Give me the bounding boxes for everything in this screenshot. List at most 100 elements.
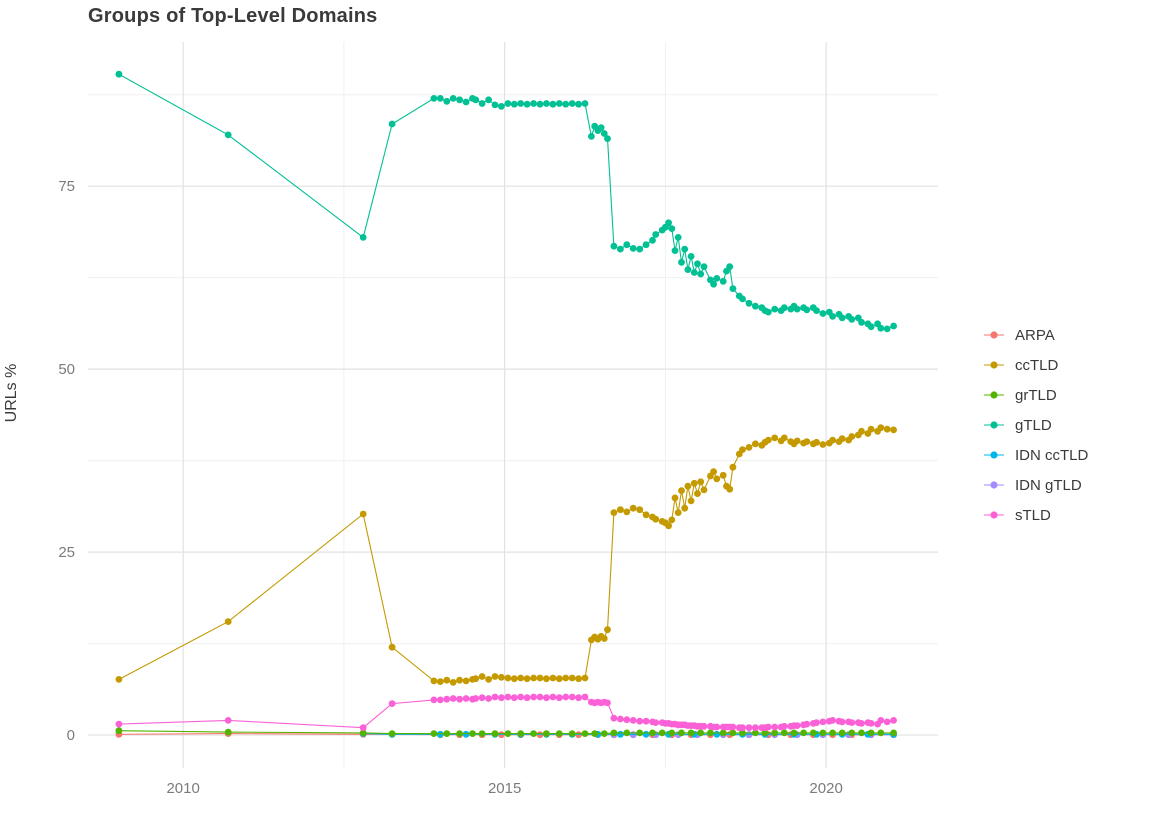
series-point-grtld (610, 729, 618, 737)
series-point-stld (803, 720, 811, 728)
series-point-gtld (771, 305, 779, 313)
series-point-grtld (687, 729, 695, 737)
series-point-grtld (581, 730, 589, 737)
legend-item-stld: sTLD (982, 500, 1088, 530)
legend-label: grTLD (1015, 386, 1057, 404)
series-point-cctld (517, 674, 525, 682)
series-point-cctld (575, 675, 582, 683)
series-point-grtld (668, 729, 676, 737)
series-point-cctld (629, 504, 637, 512)
series-point-stld (617, 715, 624, 723)
series-point-cctld (462, 677, 470, 685)
series-point-stld (764, 723, 772, 731)
series-point-grtld (838, 729, 846, 737)
series-point-cctld (443, 676, 451, 684)
series-point-cctld (752, 440, 759, 448)
series-point-gtld (739, 295, 746, 303)
series-point-gtld (697, 270, 705, 278)
x-tick-label: 2020 (809, 780, 842, 797)
series-point-gtld (877, 324, 885, 332)
series-point-gtld (690, 269, 698, 276)
series-point-gtld (793, 305, 801, 313)
series-point-gtld (668, 225, 676, 233)
series-point-cctld (430, 677, 438, 685)
series-point-cctld (652, 515, 660, 523)
series-point-gtld (575, 100, 582, 108)
series-point-stld (819, 718, 827, 726)
series-point-stld (793, 722, 801, 729)
series-point-grtld (543, 730, 550, 737)
series-point-grtld (697, 729, 705, 737)
series-point-cctld (719, 471, 727, 479)
series-point-stld (462, 695, 470, 702)
legend: ARPA ccTLD grTLD gTLD IDN ccTLD IDN gTLD sTLD (982, 320, 1088, 530)
series-point-stld (536, 693, 544, 701)
series-point-cctld (604, 626, 611, 634)
legend-label: IDN ccTLD (1015, 446, 1089, 464)
series-point-cctld (697, 478, 705, 486)
series-point-gtld (617, 245, 624, 253)
series-point-stld (867, 720, 875, 727)
series-point-grtld (359, 729, 367, 737)
series-point-grtld (771, 729, 779, 737)
series-point-gtld (848, 316, 856, 323)
series-point-stld (623, 716, 631, 724)
series-point-gtld (600, 130, 608, 137)
series-point-cctld (115, 676, 123, 683)
series-point-gtld (687, 253, 695, 260)
series-point-stld (729, 723, 737, 731)
series-point-gtld (819, 310, 827, 317)
series-point-gtld (543, 100, 550, 107)
series-point-grtld (456, 730, 463, 737)
series-point-cctld (745, 444, 753, 451)
series-point-cctld (671, 494, 679, 502)
series-point-cctld (610, 509, 618, 516)
series-point-gtld (462, 98, 470, 106)
series-point-stld (745, 724, 753, 732)
series-point-cctld (813, 438, 820, 446)
series-point-cctld (690, 479, 698, 487)
series-point-cctld (793, 437, 801, 445)
series-point-cctld (819, 441, 827, 448)
series-point-idn-cctld (436, 730, 444, 738)
x-tick-label: 2010 (166, 780, 199, 797)
legend-label: IDN gTLD (1015, 476, 1082, 494)
y-axis-label: URLs % (3, 363, 20, 423)
series-point-grtld (491, 730, 499, 737)
series-point-gtld (359, 234, 367, 241)
series-point-gtld (224, 131, 232, 139)
series-point-gtld (115, 70, 123, 78)
series-point-gtld (867, 323, 875, 331)
series-point-stld (568, 693, 576, 701)
series-point-cctld (523, 675, 531, 683)
legend-key-icon (984, 511, 1004, 519)
series-point-grtld (719, 729, 727, 737)
series-point-cctld (848, 433, 856, 440)
series-point-cctld (600, 635, 608, 642)
series-point-stld (115, 720, 123, 728)
series-point-idn-cctld (462, 730, 470, 738)
series-point-gtld (764, 308, 772, 316)
series-point-grtld (858, 729, 865, 737)
series-point-idn-cctld (642, 730, 650, 738)
series-point-grtld (555, 730, 563, 737)
series-point-stld (636, 717, 644, 725)
series-point-stld (739, 724, 746, 732)
chart-title: Groups of Top-Level Domains (88, 5, 378, 27)
series-point-cctld (472, 675, 480, 683)
series-point-grtld (848, 729, 856, 737)
series-point-gtld (504, 100, 512, 107)
series-point-cctld (581, 674, 589, 682)
series-point-grtld (517, 730, 525, 737)
series-point-cctld (359, 510, 367, 518)
series-point-stld (517, 693, 525, 701)
series-point-gtld (694, 260, 701, 268)
series-point-cctld (498, 673, 505, 681)
series-point-gtld (858, 318, 865, 326)
series-point-gtld (629, 245, 637, 252)
series-point-grtld (388, 730, 396, 737)
series-point-stld (780, 722, 788, 730)
series-point-gtld (388, 120, 396, 128)
series-point-grtld (430, 730, 438, 737)
